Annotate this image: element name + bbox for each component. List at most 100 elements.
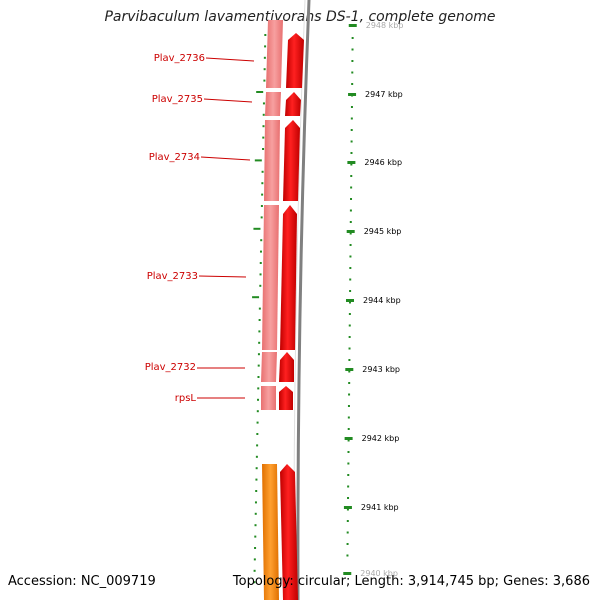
minor-tick	[348, 370, 351, 373]
left-tick	[254, 535, 257, 538]
major-tick	[343, 572, 352, 575]
minor-tick	[348, 324, 351, 327]
left-tick	[261, 170, 264, 173]
accession-text: Accession: NC_009719	[8, 574, 156, 589]
minor-tick	[351, 48, 354, 51]
cds-plav-2733-arrow	[280, 205, 297, 350]
cds-track-dark	[279, 33, 304, 600]
cds-rpsl-arrow	[279, 386, 293, 410]
minor-tick	[348, 313, 351, 315]
scale-label: 2945 kbp	[364, 227, 402, 236]
scale-label: 2940 kbp	[360, 569, 398, 578]
cds-plav-2734-light	[264, 120, 280, 201]
gene-label: Plav_2733	[147, 271, 198, 282]
minor-tick	[351, 60, 354, 62]
gene-label: Plav_2734	[149, 152, 200, 163]
cds-plav-2736-arrow	[286, 33, 304, 88]
minor-tick	[350, 140, 353, 143]
left-tick	[256, 91, 264, 93]
cds-lower-arrow	[280, 464, 298, 600]
left-tick	[253, 227, 261, 230]
minor-tick	[346, 554, 349, 557]
minor-tick	[350, 106, 353, 108]
gene-label: Plav_2736	[154, 53, 205, 64]
left-tick	[255, 478, 258, 481]
cds-rpsl-light	[261, 386, 276, 410]
minor-tick	[349, 209, 352, 212]
scale-label: 2947 kbp	[365, 90, 403, 99]
left-tick	[254, 547, 257, 549]
major-tick	[347, 161, 356, 164]
major-tick	[346, 230, 355, 233]
minor-tick	[347, 497, 350, 499]
scale-label: 2948 kbp	[366, 21, 404, 30]
feature-orange	[262, 464, 279, 600]
minor-tick	[351, 83, 354, 85]
scale-label: 2946 kbp	[364, 158, 402, 167]
minor-tick	[350, 186, 353, 189]
left-tick	[264, 34, 267, 36]
left-tick	[253, 581, 256, 584]
major-tick	[345, 368, 354, 371]
left-tick	[263, 56, 266, 59]
left-tick	[257, 376, 260, 378]
left-tick	[255, 467, 258, 470]
minor-tick	[350, 152, 353, 154]
topology-text: Topology: circular; Length: 3,914,745 bp…	[232, 574, 590, 589]
minor-tick	[348, 359, 351, 361]
genome-backbone	[296, 0, 311, 600]
major-tick	[343, 506, 352, 509]
left-tick	[252, 296, 260, 299]
left-tick	[255, 490, 258, 492]
minor-tick	[347, 451, 350, 453]
left-tick	[255, 455, 258, 458]
minor-tick	[347, 439, 350, 442]
left-tick	[260, 239, 263, 242]
cds-plav-2734-arrow	[283, 120, 300, 201]
map-title: Parvibaculum lavamentivorans DS-1, compl…	[104, 9, 496, 25]
left-tick	[261, 193, 264, 196]
cds-plav-2733-light	[262, 205, 279, 350]
minor-tick	[349, 244, 352, 246]
cds-plav-2735-light	[265, 92, 281, 116]
major-tick	[348, 93, 357, 96]
minor-tick	[347, 428, 350, 430]
left-tick	[260, 205, 263, 207]
left-tick	[257, 353, 260, 356]
left-tick	[253, 558, 256, 561]
gene-label: rpsL	[175, 393, 197, 404]
minor-tick	[348, 393, 351, 396]
minor-tick	[348, 336, 351, 338]
gene-leader-line	[203, 98, 253, 103]
scale-label: 2942 kbp	[362, 434, 400, 443]
major-tick	[346, 299, 354, 302]
minor-tick	[349, 232, 352, 235]
left-tick	[256, 421, 259, 424]
left-tick	[254, 501, 257, 504]
minor-tick	[350, 163, 353, 166]
major-tick	[344, 437, 353, 440]
cds-plav-2732-light	[261, 352, 277, 382]
minor-tick	[350, 129, 353, 131]
gene-leader-line	[198, 275, 247, 278]
cds-plav-2732-arrow	[279, 352, 294, 382]
left-tick	[258, 319, 261, 321]
left-tick	[262, 136, 265, 139]
left-tick	[257, 364, 260, 367]
left-tick	[261, 182, 264, 185]
gene-leader-line	[200, 156, 251, 161]
left-tick	[258, 307, 261, 310]
left-tick	[262, 102, 265, 105]
minor-tick	[350, 198, 353, 200]
minor-tick	[349, 255, 352, 258]
scale-tick-track	[343, 24, 357, 575]
minor-tick	[347, 485, 350, 488]
minor-tick	[350, 117, 353, 120]
left-tick	[263, 68, 266, 71]
minor-tick	[346, 543, 349, 545]
minor-tick	[349, 290, 352, 292]
minor-tick	[346, 531, 349, 534]
left-tick	[258, 330, 261, 333]
minor-tick	[351, 37, 354, 39]
